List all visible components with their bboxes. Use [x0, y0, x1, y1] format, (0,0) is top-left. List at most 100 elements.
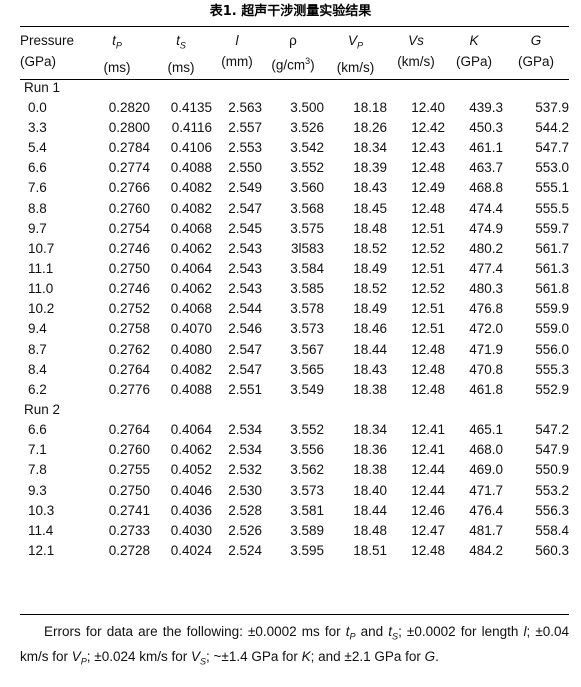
table-cell: 0.2760 [108, 200, 150, 216]
k-unit: (GPa) [455, 54, 492, 69]
table-cell: 547.7 [535, 140, 569, 156]
table-cell: 2.534 [228, 442, 262, 458]
table-cell: 0.4062 [170, 240, 212, 256]
note-text: ; ±0.04 km/s for [20, 624, 570, 664]
table-cell: 474.9 [469, 220, 503, 236]
table-cell: 3.595 [290, 542, 324, 558]
table-cell: 18.46 [353, 321, 387, 337]
table-cell: 3.560 [290, 180, 324, 196]
table-cell: 0.4106 [170, 140, 212, 156]
table-cell: 0.4088 [170, 381, 212, 397]
tp-symbol: t [112, 33, 116, 48]
table-cell: 481.7 [469, 522, 503, 538]
table-cell: 555.3 [535, 361, 569, 377]
table-cell: 0.4068 [170, 301, 212, 317]
run-label-row: Run 2 [20, 400, 569, 420]
pressure-unit: (GPa) [20, 54, 57, 69]
table-cell: 556.0 [535, 341, 569, 357]
table-cell: 18.49 [353, 261, 387, 277]
table-body: Run 1 0.0 0.2820 0.4135 2.563 3.500 18.18 12.40… [20, 78, 569, 561]
table-cell: 3.589 [290, 522, 324, 538]
table-cell: 0.2760 [108, 442, 150, 458]
table-cell: 10.3 [28, 502, 55, 518]
table-cell: 2.528 [228, 502, 262, 518]
table-row: 6.6 0.2764 0.4064 2.534 3.552 18.34 12.41 465.1… [20, 420, 569, 440]
note-subscript: S [200, 656, 207, 667]
col-header-g: G (GPa) [503, 30, 569, 78]
table-cell: 0.4116 [171, 120, 212, 136]
table-cell: 0.4036 [170, 502, 212, 518]
table-cell: 12.48 [411, 361, 445, 377]
table-cell: 2.532 [228, 462, 262, 478]
col-header-ts: tS (ms) [150, 30, 212, 78]
table-cell: 3.3 [28, 120, 47, 136]
length-symbol: l [235, 33, 239, 48]
note-symbol: l [523, 624, 527, 639]
table-row: 7.1 0.2760 0.4062 2.534 3.556 18.36 12.41 468.0… [20, 440, 569, 460]
note-subscript: P [80, 656, 87, 667]
table-cell: 9.4 [28, 321, 47, 337]
table-cell: 2.543 [228, 261, 262, 277]
table-cell: 0.0 [28, 99, 47, 115]
table-cell: 553.2 [535, 482, 569, 498]
table-cell: 0.2754 [108, 220, 150, 236]
table-cell: 468.0 [469, 442, 503, 458]
vp-unit: (km/s) [336, 59, 375, 75]
table-cell: 0.2728 [108, 542, 150, 558]
table-cell: 552.9 [535, 381, 569, 397]
header-rule [20, 79, 569, 80]
g-symbol: G [530, 33, 542, 48]
table-cell: 12.52 [411, 240, 445, 256]
table-row: 6.2 0.2776 0.4088 2.551 3.549 18.38 12.48 461.8… [20, 380, 569, 400]
table-cell: 0.4082 [170, 180, 212, 196]
col-header-k: K (GPa) [445, 30, 503, 78]
note-symbol: t [345, 624, 350, 639]
table-cell: 0.2755 [108, 462, 150, 478]
table-cell: 3.542 [290, 140, 324, 156]
table-cell: 547.9 [535, 442, 569, 458]
table-cell: 12.48 [411, 160, 445, 176]
table-cell: 2.544 [228, 301, 262, 317]
table-cell: 12.41 [411, 422, 445, 438]
table-cell: 470.8 [469, 361, 503, 377]
table-row: 5.4 0.2784 0.4106 2.553 3.542 18.34 12.43 461.1… [20, 138, 569, 158]
table-cell: 11.1 [28, 261, 54, 277]
table-row: 9.4 0.2758 0.4070 2.546 3.573 18.46 12.51 472.0… [20, 319, 569, 339]
table-cell: 18.18 [353, 99, 387, 115]
col-header-pressure: Pressure (GPa) [20, 30, 84, 78]
table-cell: 0.2776 [108, 381, 150, 397]
table-cell: 12.51 [411, 220, 445, 236]
note-text: ; and ±2.1 GPa for [310, 648, 425, 664]
table-cell: 0.2746 [108, 240, 150, 256]
table-cell: 12.42 [411, 120, 445, 136]
top-rule [20, 26, 569, 27]
table-cell: 0.4064 [170, 261, 212, 277]
table-cell: 461.1 [469, 140, 503, 156]
table-cell: 480.2 [469, 240, 503, 256]
table-cell: 465.1 [469, 422, 503, 438]
col-header-vs: Vs (km/s) [387, 30, 445, 78]
table-cell: 0.2741 [108, 502, 150, 518]
table-cell: 3.573 [290, 482, 324, 498]
table-cell: 12.40 [411, 99, 445, 115]
table-cell: 477.4 [469, 261, 503, 277]
table-cell: 2.551 [228, 381, 262, 397]
table-cell: 12.41 [411, 442, 445, 458]
table-row: 8.4 0.2764 0.4082 2.547 3.565 18.43 12.48 470.8… [20, 360, 569, 380]
table-cell: 0.2766 [108, 180, 150, 196]
table-cell: 474.4 [469, 200, 503, 216]
table-cell: 560.3 [535, 542, 569, 558]
table-cell: 3.562 [290, 462, 324, 478]
length-unit: (mm) [221, 54, 253, 69]
table-cell: 18.51 [353, 542, 387, 558]
vp-symbol: V [347, 33, 357, 48]
table-cell: 0.4088 [170, 160, 212, 176]
table-cell: 0.2784 [108, 140, 150, 156]
table-cell: 18.26 [353, 120, 387, 136]
table-cell: 450.3 [469, 120, 503, 136]
table-cell: 439.3 [469, 99, 503, 115]
table-cell: 476.4 [469, 502, 503, 518]
ts-unit: (ms) [167, 59, 195, 75]
vs-symbol: Vs [408, 33, 424, 48]
table-cell: 11.4 [28, 522, 54, 538]
